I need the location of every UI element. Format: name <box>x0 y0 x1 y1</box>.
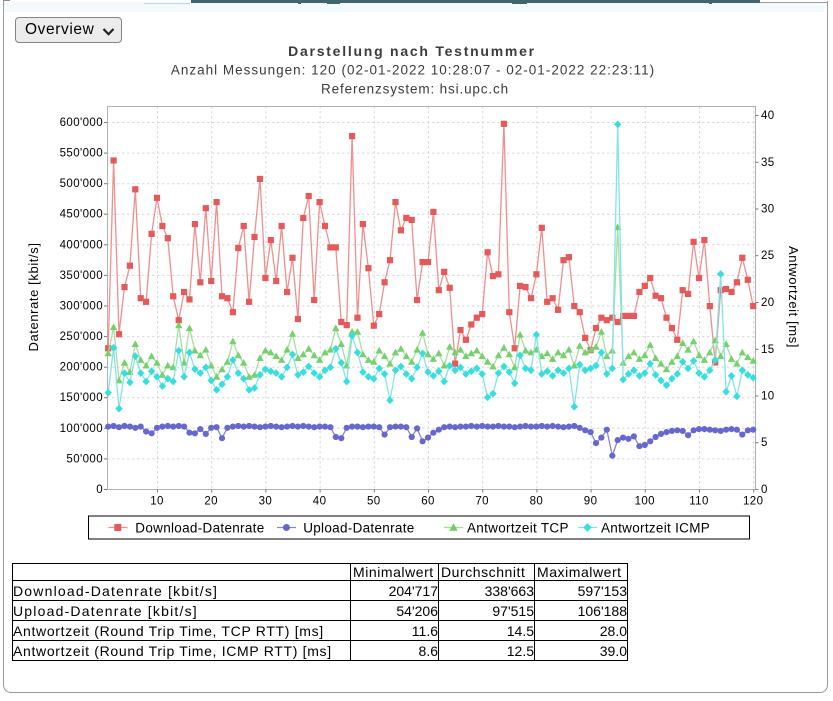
svg-text:5: 5 <box>761 437 768 449</box>
svg-text:Upload-Datenrate: Upload-Datenrate <box>303 520 414 535</box>
svg-text:Download-Datenrate: Download-Datenrate <box>135 520 264 535</box>
svg-text:Datenrate [kbit/s]: Datenrate [kbit/s] <box>26 242 41 351</box>
svg-text:60: 60 <box>421 496 435 508</box>
svg-text:100'000: 100'000 <box>60 423 103 435</box>
svg-text:200'000: 200'000 <box>60 362 103 374</box>
svg-text:40: 40 <box>761 110 775 122</box>
svg-text:0: 0 <box>96 484 103 496</box>
svg-text:90: 90 <box>584 496 598 508</box>
svg-text:Referenzsystem: hsi.upc.ch: Referenzsystem: hsi.upc.ch <box>321 82 509 97</box>
svg-text:Darstellung nach Testnummer: Darstellung nach Testnummer <box>288 43 536 59</box>
svg-text:35: 35 <box>761 157 775 169</box>
svg-text:70: 70 <box>475 496 489 508</box>
svg-text:15: 15 <box>761 344 775 356</box>
svg-text:Antwortzeit [ms]: Antwortzeit [ms] <box>786 246 801 348</box>
svg-text:350'000: 350'000 <box>60 270 103 282</box>
svg-text:Antwortzeit ICMP: Antwortzeit ICMP <box>601 520 710 535</box>
svg-text:300'000: 300'000 <box>60 301 103 313</box>
svg-text:250'000: 250'000 <box>60 331 103 343</box>
svg-text:Anzahl Messungen: 120 (02-01-2: Anzahl Messungen: 120 (02-01-2022 10:28:… <box>171 63 655 78</box>
svg-text:100: 100 <box>635 496 655 508</box>
svg-text:20: 20 <box>204 496 218 508</box>
svg-text:50'000: 50'000 <box>66 453 103 465</box>
svg-text:40: 40 <box>313 496 327 508</box>
svg-text:0: 0 <box>761 484 768 496</box>
svg-text:400'000: 400'000 <box>60 239 103 251</box>
svg-text:30: 30 <box>761 204 775 216</box>
svg-text:25: 25 <box>761 250 775 262</box>
svg-text:50: 50 <box>367 496 381 508</box>
svg-text:10: 10 <box>150 496 164 508</box>
svg-text:550'000: 550'000 <box>60 148 103 160</box>
svg-text:80: 80 <box>530 496 544 508</box>
svg-text:30: 30 <box>259 496 273 508</box>
svg-text:120: 120 <box>743 496 763 508</box>
svg-text:20: 20 <box>761 297 775 309</box>
svg-text:10: 10 <box>761 391 775 403</box>
svg-text:150'000: 150'000 <box>60 392 103 404</box>
svg-text:500'000: 500'000 <box>60 178 103 190</box>
svg-text:600'000: 600'000 <box>60 117 103 129</box>
svg-text:450'000: 450'000 <box>60 209 103 221</box>
svg-text:110: 110 <box>689 496 709 508</box>
svg-text:Antwortzeit TCP: Antwortzeit TCP <box>467 520 569 535</box>
